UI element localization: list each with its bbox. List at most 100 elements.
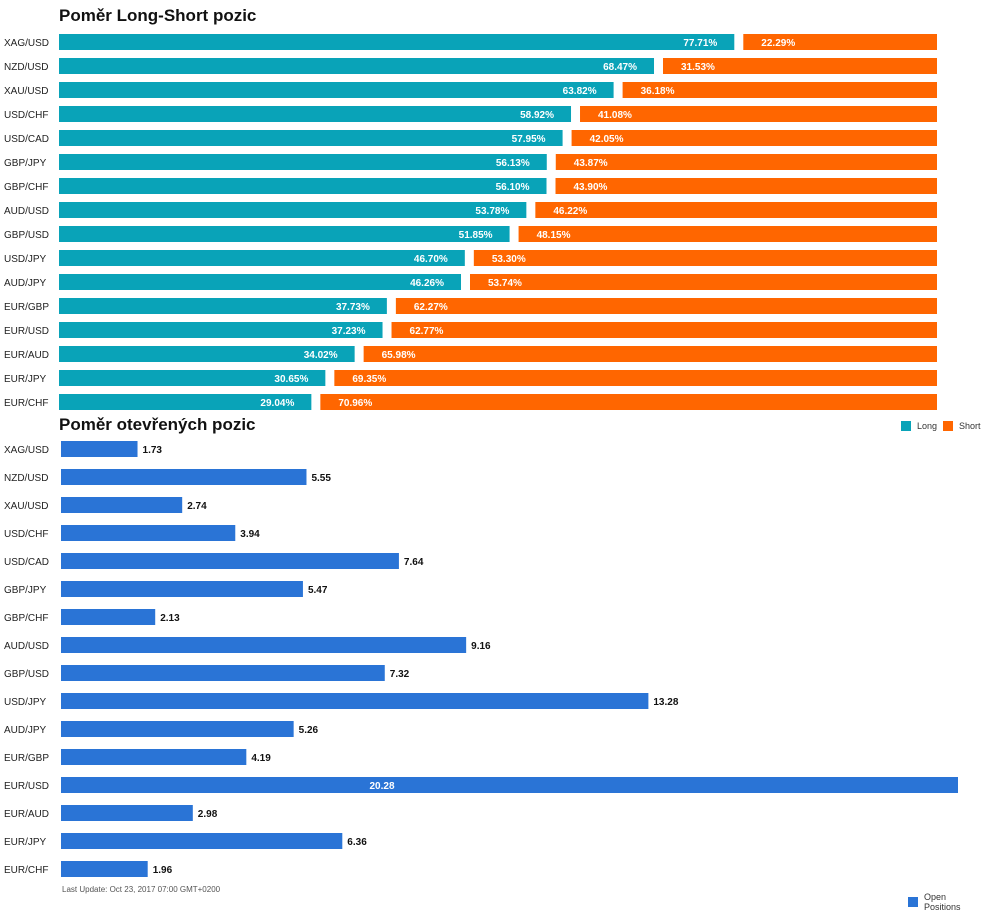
- long-short-category-label: GBP/JPY: [4, 158, 47, 169]
- open-category-label: XAG/USD: [4, 445, 49, 456]
- open-value-label: 2.98: [198, 809, 218, 820]
- short-bar: [469, 274, 937, 290]
- long-value-label: 77.71%: [683, 38, 717, 49]
- long-value-label: 68.47%: [603, 62, 637, 73]
- open-positions-bar: [61, 833, 343, 849]
- short-bar: [555, 178, 937, 194]
- open-positions-bar: [61, 777, 958, 793]
- short-value-label: 65.98%: [382, 350, 416, 361]
- long-value-label: 58.92%: [520, 110, 554, 121]
- open-positions-bar: [61, 553, 399, 569]
- open-value-label: 5.26: [299, 725, 319, 736]
- long-value-label: 37.73%: [336, 302, 370, 313]
- open-value-label: 1.73: [143, 445, 163, 456]
- open-category-label: AUD/JPY: [4, 725, 47, 736]
- short-bar: [395, 298, 938, 314]
- open-value-label: 2.74: [187, 501, 207, 512]
- long-short-category-label: NZD/USD: [4, 62, 48, 73]
- short-value-label: 42.05%: [590, 134, 624, 145]
- open-value-label: 9.16: [471, 641, 491, 652]
- long-value-label: 56.13%: [496, 158, 530, 169]
- long-bar: [59, 370, 326, 386]
- open-value-label: 3.94: [240, 529, 260, 540]
- open-positions-bar: [61, 469, 307, 485]
- open-positions-bar: [61, 441, 138, 457]
- open-value-label: 1.96: [153, 865, 173, 876]
- open-value-label: 2.13: [160, 613, 180, 624]
- short-bar: [363, 346, 937, 362]
- long-bar: [59, 130, 563, 146]
- open-category-label: AUD/USD: [4, 641, 49, 652]
- short-bar: [535, 202, 937, 218]
- open-value-label: 13.28: [653, 697, 678, 708]
- open-category-label: USD/CAD: [4, 557, 49, 568]
- open-positions-bar: [61, 637, 467, 653]
- short-bar: [473, 250, 937, 266]
- long-bar: [59, 322, 383, 338]
- open-positions-bar: [61, 581, 303, 597]
- short-bar: [320, 394, 937, 410]
- long-short-category-label: AUD/JPY: [4, 278, 47, 289]
- long-bar: [59, 82, 614, 98]
- long-value-label: 46.70%: [414, 254, 448, 265]
- long-bar: [59, 298, 387, 314]
- long-value-label: 57.95%: [512, 134, 546, 145]
- open-positions-bar: [61, 749, 247, 765]
- open-category-label: EUR/JPY: [4, 837, 47, 848]
- short-bar: [622, 82, 937, 98]
- long-short-category-label: USD/CHF: [4, 110, 48, 121]
- long-value-label: 46.26%: [410, 278, 444, 289]
- long-short-category-label: GBP/USD: [4, 230, 49, 241]
- short-bar: [555, 154, 937, 170]
- open-positions-bar: [61, 693, 649, 709]
- open-positions-bar: [61, 721, 294, 737]
- short-value-label: 46.22%: [553, 206, 587, 217]
- long-value-label: 37.23%: [332, 326, 366, 337]
- short-bar: [663, 58, 937, 74]
- short-value-label: 69.35%: [352, 374, 386, 385]
- short-value-label: 36.18%: [641, 86, 675, 97]
- short-bar: [518, 226, 937, 242]
- long-short-category-label: XAU/USD: [4, 86, 48, 97]
- open-category-label: USD/JPY: [4, 697, 47, 708]
- open-category-label: GBP/CHF: [4, 613, 48, 624]
- open-positions-bar: [61, 525, 236, 541]
- open-value-label: 5.55: [311, 473, 331, 484]
- short-bar: [571, 130, 937, 146]
- long-short-category-label: EUR/CHF: [4, 398, 48, 409]
- open-category-label: GBP/JPY: [4, 585, 47, 596]
- long-short-category-label: USD/CAD: [4, 134, 49, 145]
- long-short-category-label: EUR/JPY: [4, 374, 47, 385]
- open-category-label: USD/CHF: [4, 529, 48, 540]
- long-bar: [59, 178, 547, 194]
- open-positions-bar: [61, 861, 148, 877]
- open-positions-bar: [61, 805, 193, 821]
- last-update-text: Last Update: Oct 23, 2017 07:00 GMT+0200: [62, 885, 221, 894]
- legend-long-label: Long: [917, 421, 938, 431]
- long-value-label: 53.78%: [475, 206, 509, 217]
- short-value-label: 70.96%: [338, 398, 372, 409]
- open-positions-bar: [61, 665, 385, 681]
- long-short-category-label: AUD/USD: [4, 206, 49, 217]
- short-value-label: 43.90%: [574, 182, 608, 193]
- open-value-label: 7.32: [390, 669, 410, 680]
- long-value-label: 29.04%: [260, 398, 294, 409]
- legend-short-swatch: [943, 421, 953, 431]
- long-value-label: 51.85%: [459, 230, 493, 241]
- open-value-label: 5.47: [308, 585, 328, 596]
- long-value-label: 30.65%: [274, 374, 308, 385]
- open-category-label: EUR/GBP: [4, 753, 49, 764]
- open-category-label: GBP/USD: [4, 669, 49, 680]
- open-value-label: 4.19: [251, 753, 271, 764]
- open-category-label: EUR/USD: [4, 781, 49, 792]
- short-value-label: 62.27%: [414, 302, 448, 313]
- long-short-chart-title: Poměr Long-Short pozic: [59, 6, 257, 25]
- open-category-label: NZD/USD: [4, 473, 48, 484]
- legend-open-positions: Open Positions: [908, 892, 985, 912]
- long-value-label: 63.82%: [563, 86, 597, 97]
- long-bar: [59, 58, 655, 74]
- long-bar: [59, 250, 465, 266]
- open-positions-bar: [61, 609, 156, 625]
- short-value-label: 48.15%: [537, 230, 571, 241]
- short-bar: [391, 322, 937, 338]
